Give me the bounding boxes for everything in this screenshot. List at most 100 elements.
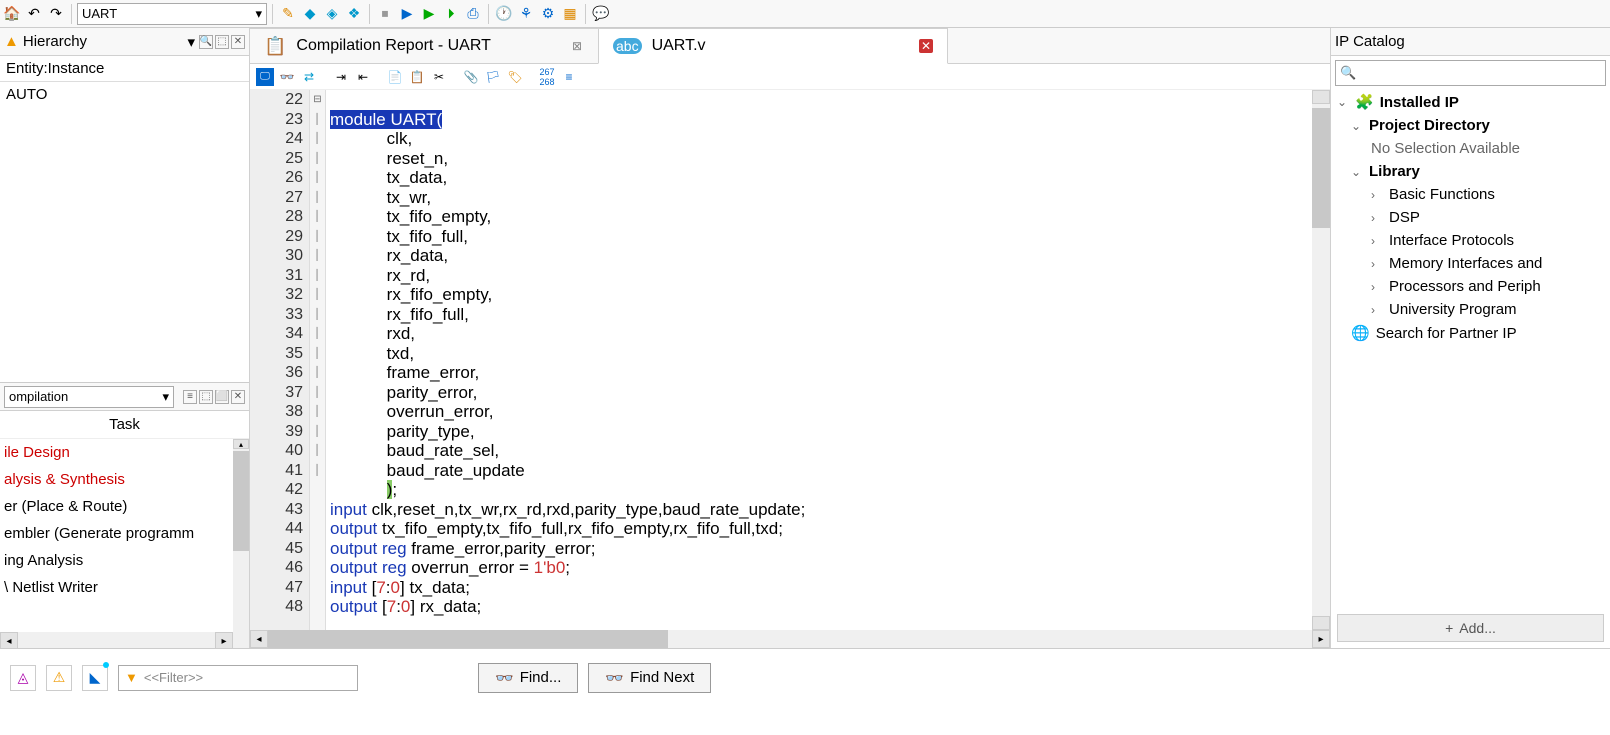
compile3-icon[interactable]: ❖ <box>344 4 364 24</box>
flag-icon[interactable]: 🏳 <box>484 68 502 86</box>
ip-catalog-title: IP Catalog <box>1335 33 1606 50</box>
find-label: Find... <box>520 669 562 686</box>
ip-tree-installed[interactable]: ⌄ 🧩 Installed IP <box>1331 90 1610 114</box>
verilog-icon: abc <box>613 38 642 54</box>
code-area[interactable]: module UART( clk, reset_n, tx_data, tx_w… <box>326 90 1312 630</box>
lines-icon[interactable]: 267268 <box>538 68 556 86</box>
hierarchy-body: Entity:Instance AUTO <box>0 56 249 382</box>
tab-compilation-report[interactable]: 📋 Compilation Report - UART ⊠ <box>249 28 599 64</box>
pin-icon[interactable]: ⬚ <box>199 390 213 404</box>
ip-tree-item[interactable]: ›Interface Protocols <box>1331 229 1610 252</box>
fold-column[interactable]: ⊟│││││││││││││││││││ <box>310 90 326 630</box>
puzzle-icon: 🧩 <box>1355 93 1374 111</box>
ip-tree-item[interactable]: ›Basic Functions <box>1331 183 1610 206</box>
ip-tree-library[interactable]: ⌄ Library <box>1331 160 1610 183</box>
close-icon[interactable]: ✕ <box>919 39 933 53</box>
task-item[interactable]: \ Netlist Writer <box>0 574 249 601</box>
scroll-right-icon[interactable]: ▸ <box>1312 630 1330 648</box>
ip-tree-label: Project Directory <box>1369 117 1490 134</box>
home-icon[interactable]: 🏠 <box>2 4 22 24</box>
task-item[interactable]: ing Analysis <box>0 547 249 574</box>
close-icon[interactable]: ⊠ <box>570 39 584 53</box>
play2-icon[interactable]: ▶ <box>419 4 439 24</box>
close-icon[interactable]: ✕ <box>231 390 245 404</box>
attach-icon[interactable]: 📎 <box>462 68 480 86</box>
outdent-icon[interactable]: ⇤ <box>354 68 372 86</box>
filter-input[interactable]: ▼ <<Filter>> <box>118 665 358 691</box>
ip-tree-item[interactable]: ›Processors and Periph <box>1331 275 1610 298</box>
task-item[interactable]: embler (Generate programm <box>0 520 249 547</box>
task-item[interactable]: alysis & Synthesis <box>0 466 249 493</box>
chevron-down-icon: ▾ <box>162 389 169 405</box>
editor-vscrollbar[interactable] <box>1312 90 1330 630</box>
hierarchy-row[interactable]: AUTO <box>0 82 249 107</box>
separator <box>369 4 370 24</box>
arrows-icon[interactable]: ⇄ <box>300 68 318 86</box>
line-gutter: 2223242526272829303132333435363738394041… <box>250 90 310 630</box>
tree-icon[interactable]: ⚘ <box>516 4 536 24</box>
ip-tree-item[interactable]: ›University Program <box>1331 298 1610 321</box>
editor-hscrollbar[interactable]: ◂ ▸ <box>250 630 1330 648</box>
search-icon[interactable]: 🔍 <box>199 35 213 49</box>
find-next-button[interactable]: 👓 Find Next <box>588 663 711 693</box>
ip-tree-label: University Program <box>1389 301 1517 318</box>
separator <box>272 4 273 24</box>
project-dropdown[interactable]: UART ▾ <box>77 3 267 25</box>
ip-tree-search-partner[interactable]: 🌐 Search for Partner IP <box>1331 321 1610 345</box>
tasks-header: ompilation ▾ ≡ ⬚ ⬜ ✕ <box>0 383 249 411</box>
undo-icon[interactable]: ↶ <box>24 4 44 24</box>
find-button[interactable]: 👓 Find... <box>478 663 578 693</box>
ip-tree-label: Library <box>1369 163 1420 180</box>
paste-icon[interactable]: 📋 <box>408 68 426 86</box>
scroll-left-icon[interactable]: ◂ <box>250 630 268 648</box>
ip-search-input[interactable]: 🔍 <box>1335 60 1606 86</box>
task-item[interactable]: er (Place & Route) <box>0 493 249 520</box>
list-icon[interactable]: ≡ <box>560 68 578 86</box>
left-column: ▲ Hierarchy ▾ 🔍 ⬚ ✕ Entity:Instance AUTO… <box>0 28 250 648</box>
tasks-scrollbar[interactable]: ▴ <box>233 439 249 648</box>
chat-icon[interactable]: 💬 <box>591 4 611 24</box>
ip-tree-item[interactable]: ›Memory Interfaces and <box>1331 252 1610 275</box>
copy-icon[interactable]: 📄 <box>386 68 404 86</box>
compile2-icon[interactable]: ◈ <box>322 4 342 24</box>
add-ip-button[interactable]: + Add... <box>1337 614 1604 642</box>
chip-icon[interactable]: ⎙ <box>463 4 483 24</box>
tab-uart-v[interactable]: abc UART.v ✕ <box>598 28 948 64</box>
indent-icon[interactable]: ⇥ <box>332 68 350 86</box>
warning-icon[interactable]: ⚠ <box>46 665 72 691</box>
ip-tree-projdir[interactable]: ⌄ Project Directory <box>1331 114 1610 137</box>
center-column: 📋 Compilation Report - UART ⊠ abc UART.v… <box>250 28 1330 648</box>
ip-tree-label: Processors and Periph <box>1389 278 1541 295</box>
pin-icon[interactable]: ⬚ <box>215 35 229 49</box>
close-icon[interactable]: ✕ <box>231 35 245 49</box>
clock-icon[interactable]: 🕐 <box>494 4 514 24</box>
tasks-dropdown[interactable]: ompilation ▾ <box>4 386 174 408</box>
gear-icon[interactable]: ⚙ <box>538 4 558 24</box>
tag-icon[interactable]: 🏷 <box>506 68 524 86</box>
redo-icon[interactable]: ↷ <box>46 4 66 24</box>
code-editor: 2223242526272829303132333435363738394041… <box>250 90 1330 630</box>
ip-tree-nosel: No Selection Available <box>1331 137 1610 160</box>
tasks-hscroll[interactable]: ◂▸ <box>0 632 233 648</box>
list-icon[interactable]: ≡ <box>183 390 197 404</box>
wand-icon[interactable]: ✎ <box>278 4 298 24</box>
play3-icon[interactable]: ⏵ <box>441 4 461 24</box>
main-area: ▲ Hierarchy ▾ 🔍 ⬚ ✕ Entity:Instance AUTO… <box>0 28 1610 648</box>
info-icon[interactable]: ◣ <box>82 665 108 691</box>
maximize-icon[interactable]: ⬜ <box>215 390 229 404</box>
chevron-down-icon[interactable]: ▾ <box>187 33 195 51</box>
ip-tree-item[interactable]: ›DSP <box>1331 206 1610 229</box>
compile-icon[interactable]: ◆ <box>300 4 320 24</box>
task-item[interactable]: ile Design <box>0 439 249 466</box>
separator <box>488 4 489 24</box>
stop-icon[interactable]: ⏹ <box>375 4 395 24</box>
window-icon[interactable]: ▦ <box>560 4 580 24</box>
play-icon[interactable]: ▶ <box>397 4 417 24</box>
error-icon[interactable]: ◬ <box>10 665 36 691</box>
task-list: ile Designalysis & Synthesiser (Place & … <box>0 439 249 648</box>
cut-icon[interactable]: ✂ <box>430 68 448 86</box>
add-button-label: Add... <box>1459 620 1496 636</box>
hierarchy-panel: ▲ Hierarchy ▾ 🔍 ⬚ ✕ Entity:Instance AUTO <box>0 28 249 383</box>
binoculars-icon[interactable]: 👓 <box>278 68 296 86</box>
screen-icon[interactable]: 🖵 <box>256 68 274 86</box>
